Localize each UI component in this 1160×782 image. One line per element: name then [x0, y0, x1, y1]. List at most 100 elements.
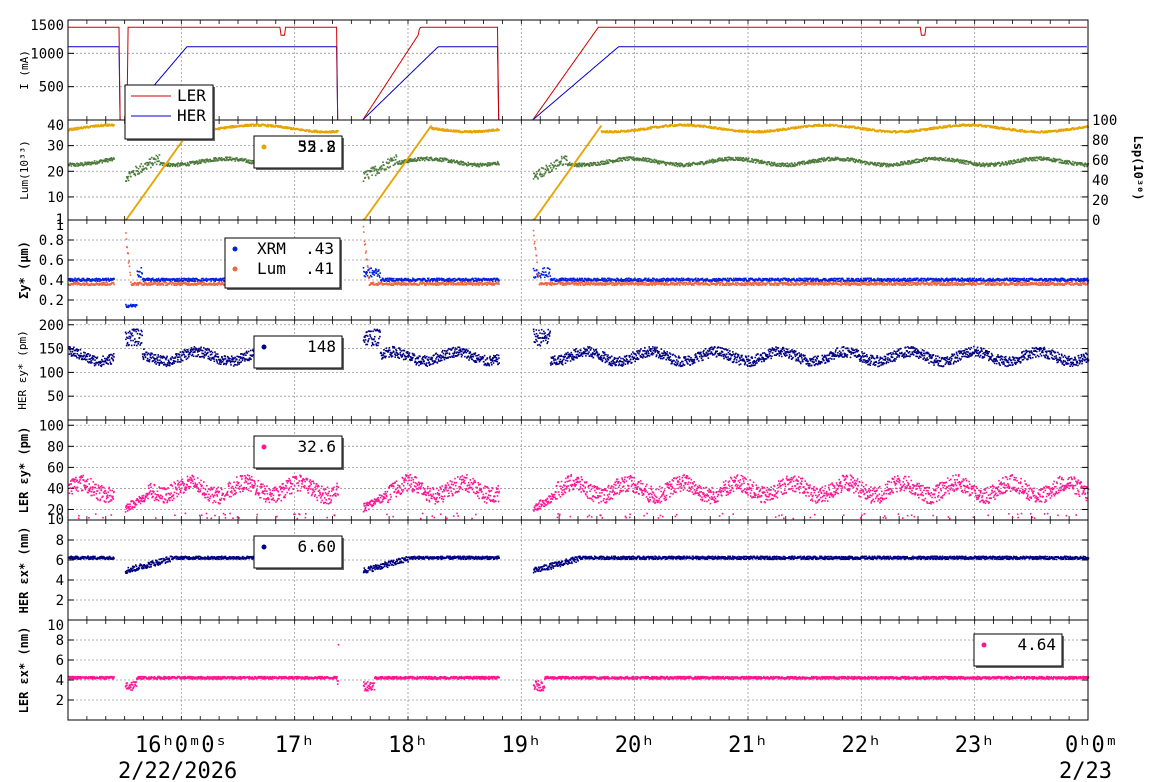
lum-series-point [475, 163, 477, 165]
lum-series-point [402, 161, 405, 163]
lsp-series-point [307, 129, 309, 132]
lum-series-point [835, 157, 838, 159]
lum-series-point [622, 156, 624, 159]
lum-series-point [1000, 164, 1002, 166]
lsp-series-point [223, 128, 226, 130]
lsp-series-point [332, 130, 334, 133]
lum-series-point [596, 164, 599, 166]
lum-series-point [631, 158, 634, 161]
lum-series-point [922, 158, 924, 161]
lum-series-point [153, 158, 156, 160]
lum-series-point [554, 160, 557, 162]
lum-series-point [241, 157, 243, 160]
lsp-series-point [217, 128, 219, 131]
lum-series-point [134, 173, 136, 176]
lum-series-point [981, 163, 983, 166]
lum-series-point [605, 161, 607, 164]
lsp-series-point [434, 128, 437, 130]
lum-series-point [365, 170, 368, 173]
lum-series-point [729, 159, 732, 161]
lsp-series-point [106, 123, 109, 126]
lum-series-point [128, 172, 130, 174]
lum-series-point [105, 159, 108, 162]
lum-series-point [407, 160, 409, 162]
lum-series-point [590, 163, 592, 165]
lum-series-point [473, 162, 476, 165]
lum-series-point [167, 163, 170, 165]
lum-series-point [154, 161, 156, 164]
lsp-series-point [432, 127, 435, 129]
lsp-series-point [331, 130, 333, 132]
lum-series-point [445, 159, 447, 161]
lsp-series-point [312, 130, 315, 133]
lum-series-point [987, 163, 990, 166]
y-axis-label: HER εy* (pm) [16, 330, 29, 409]
lum-series-point [787, 164, 789, 167]
lum-series-point [701, 161, 704, 163]
lum-series-point [1040, 156, 1042, 158]
lum-series-point [675, 164, 677, 167]
lum-series-point [745, 157, 747, 159]
lum-series-point [1037, 157, 1040, 160]
lum-series-point [426, 156, 428, 158]
lum-series-point [380, 165, 383, 167]
lum-series-point [200, 159, 202, 161]
lum-series-point [696, 163, 699, 166]
lsp-series-point [470, 130, 473, 133]
lum-series-point [852, 159, 854, 161]
lum-series-point [198, 162, 200, 165]
lum-series-point [1010, 161, 1013, 164]
lum-series-point [772, 162, 774, 165]
lsp-series-point [253, 124, 255, 127]
panel-2: 40 30 20 10 1 Lum(10³³) [18, 118, 1088, 228]
lsp-series-point [77, 128, 79, 131]
lum-series-point [135, 165, 137, 168]
lum-series-point [150, 166, 152, 169]
lum-series-point [414, 157, 416, 160]
lum-series-point [73, 164, 75, 167]
lum-series-point [617, 160, 619, 162]
lum-series-point [626, 157, 629, 159]
lum-series-point [374, 168, 376, 170]
lsp-series-point [446, 128, 449, 131]
lum-series-point [973, 162, 975, 164]
lum-series-point [566, 159, 568, 162]
lum-series-point [645, 159, 647, 162]
lum-series-point [179, 163, 182, 165]
lum-series-point [641, 158, 644, 160]
lum-series-point [959, 159, 962, 161]
lum-series-point [681, 163, 683, 165]
lum-series-point [952, 158, 955, 161]
lum-series-point [879, 165, 882, 168]
lum-series-point [809, 162, 812, 164]
lum-series-point [421, 159, 424, 161]
panel-6: 8 6 4 2 HER εx* (nm) [17, 520, 1088, 620]
lum-series-point [719, 159, 722, 161]
y-tick-label: 40 [47, 481, 64, 497]
lum-series-point [145, 167, 147, 169]
lum-series-point [393, 163, 396, 166]
lsp-series-point [225, 126, 228, 129]
lum-series-point [1071, 163, 1074, 166]
y-tick-label: 500 [39, 80, 64, 96]
lum-series-point [383, 164, 385, 167]
lum-series-point [813, 161, 816, 164]
lsp-series-point [292, 127, 295, 129]
lum-series-point [389, 157, 392, 160]
lsp-series-point [498, 129, 500, 131]
lsp-series-point [308, 130, 310, 133]
lum-series-point [392, 159, 394, 161]
lum-series-point [907, 163, 910, 165]
lsp-series-point [442, 128, 445, 130]
lum-series-point [477, 164, 479, 166]
lum-series-point [111, 159, 114, 162]
lum-series-point [782, 163, 785, 165]
lum-series-point [195, 161, 197, 164]
lum-series-point [724, 157, 726, 159]
y-tick-label: 1500 [30, 18, 64, 34]
lsp-series-point [278, 126, 281, 129]
lum-series-point [679, 164, 682, 167]
lum-series-point [822, 160, 825, 162]
lum-series-point [1067, 163, 1070, 165]
lum-series-point [450, 161, 452, 163]
